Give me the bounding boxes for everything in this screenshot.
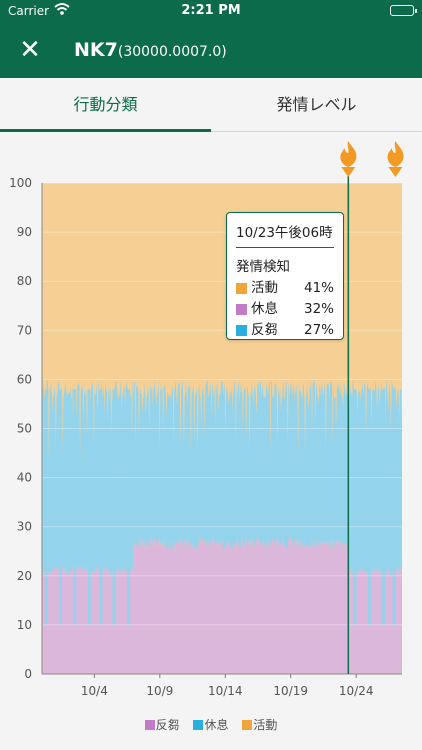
tooltip-row-value: 32% [303, 301, 334, 317]
active-tab-indicator [0, 129, 211, 132]
y-tick-label: 50 [17, 422, 32, 436]
y-tick-label: 40 [17, 471, 32, 485]
y-tick-label: 0 [24, 667, 32, 681]
data-spike [112, 389, 116, 625]
data-spike [353, 389, 357, 625]
animal-id: (30000.0007.0) [117, 44, 227, 60]
tooltip-row-rumination: 反芻 27% [236, 320, 334, 341]
tab-behavior-classification[interactable]: 行動分類 [73, 95, 138, 114]
chart-tooltip: 10/23午後06時 発情検知 活動 41% 休息 32% 反芻 27% [226, 212, 344, 340]
status-bar: Carrier 2:21 PM [0, 0, 422, 22]
tooltip-time: 10/23午後06時 [236, 221, 334, 248]
page-title: NK7(30000.0007.0) [74, 39, 227, 61]
tooltip-row-label: 反芻 [251, 322, 278, 338]
tooltip-row-value: 41% [303, 280, 334, 296]
carrier-label: Carrier [8, 4, 50, 18]
data-spike [367, 389, 371, 625]
x-tick-label: 10/9 [146, 684, 173, 698]
animal-name: NK7 [74, 39, 118, 61]
tab-bar: 行動分類 発情レベル [0, 78, 422, 132]
rest-area [42, 379, 402, 576]
tooltip-row-rest: 休息 32% [236, 299, 334, 320]
legend-swatch [242, 720, 253, 730]
legend-item-activity[interactable]: 活動 [242, 716, 277, 733]
y-tick-label: 70 [17, 323, 32, 337]
tooltip-heading: 発情検知 [236, 259, 290, 275]
data-spike [126, 389, 130, 625]
x-tick-label: 10/24 [339, 684, 374, 698]
y-tick-label: 60 [17, 372, 32, 386]
data-spike [58, 389, 62, 625]
data-spike [45, 389, 49, 625]
rumination-area [42, 536, 402, 674]
chart-legend: 反芻 休息 活動 [0, 716, 422, 734]
wifi-icon [54, 2, 70, 19]
legend-swatch [193, 720, 204, 730]
legend-label: 反芻 [155, 718, 180, 732]
y-tick-label: 100 [9, 176, 32, 190]
rest-swatch [236, 304, 247, 315]
x-tick-label: 10/4 [81, 684, 108, 698]
close-icon[interactable]: ✕ [19, 35, 41, 65]
tab-estrus-level[interactable]: 発情レベル [276, 95, 357, 114]
data-spike [73, 389, 77, 625]
stacked-area-chart: 0 10 20 30 40 50 60 70 80 90 100 10/4 10/9 10/14 10/19… [9, 141, 404, 698]
clock: 2:21 PM [181, 3, 241, 18]
tooltip-row-activity: 活動 41% [236, 278, 334, 299]
legend-item-rumination[interactable]: 反芻 [144, 716, 180, 733]
y-tick-label: 90 [17, 225, 32, 239]
data-spike [382, 389, 386, 625]
tooltip-row-label: 休息 [251, 301, 278, 317]
flame-icon[interactable] [340, 141, 357, 177]
data-spike [87, 389, 91, 625]
x-tick-label: 10/14 [208, 684, 243, 698]
rumination-swatch [236, 325, 247, 336]
tooltip-row-value: 27% [303, 322, 334, 338]
data-spike [99, 389, 103, 625]
tooltip-row-label: 活動 [251, 280, 278, 296]
battery-icon [390, 5, 417, 16]
y-tick-label: 30 [17, 520, 32, 534]
activity-swatch [236, 283, 247, 294]
legend-label: 活動 [253, 718, 278, 732]
legend-label: 休息 [204, 718, 229, 732]
x-tick-label: 10/19 [273, 684, 308, 698]
legend-item-rest[interactable]: 休息 [193, 716, 229, 733]
legend-swatch [144, 720, 155, 730]
data-spike [392, 389, 396, 625]
app-bar: ✕ NK7(30000.0007.0) [0, 22, 422, 78]
y-tick-label: 10 [17, 618, 32, 632]
behavior-chart[interactable]: 0 10 20 30 40 50 60 70 80 90 100 10/4 10/9 10/14 10/19… [0, 133, 422, 750]
flame-icon[interactable] [387, 141, 404, 177]
y-tick-label: 80 [17, 274, 32, 288]
y-tick-label: 20 [17, 569, 32, 583]
